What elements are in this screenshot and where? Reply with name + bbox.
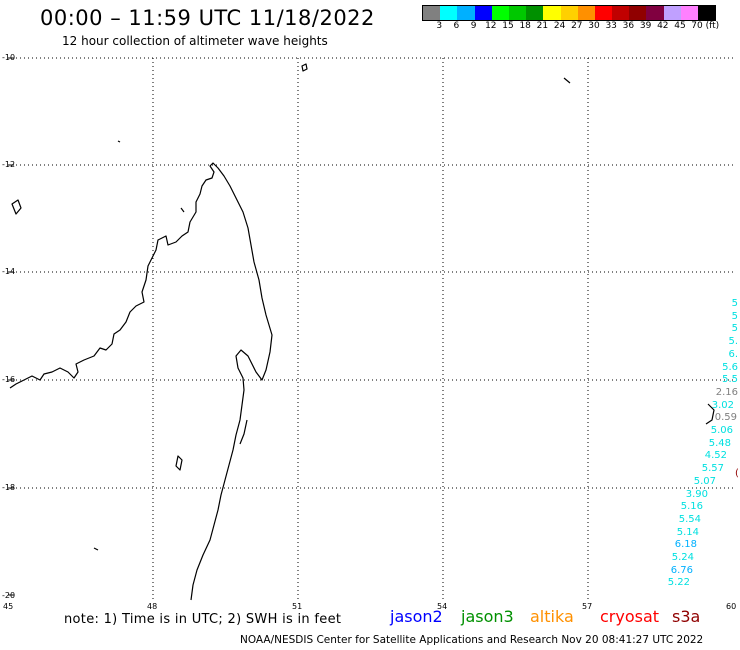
color-swatch — [508, 6, 527, 20]
page-title: 00:00 – 11:59 UTC 11/18/2022 — [40, 6, 375, 30]
color-scale-labels: 3 6 9 12 15 18 21 24 27 30 33 36 39 42 45 70 (ft) — [422, 21, 732, 35]
lat-label: -18 — [2, 483, 16, 492]
color-scale-label: 45 — [674, 21, 686, 31]
color-scale-label: 15 — [502, 21, 514, 31]
color-swatch — [629, 6, 647, 20]
color-scale-label: 12 — [485, 21, 497, 31]
wave-height-value: 5.57 — [701, 463, 724, 475]
color-swatch — [423, 6, 441, 20]
islet-5 — [93, 547, 99, 551]
lon-label: 51 — [292, 602, 303, 611]
color-swatch — [646, 6, 664, 20]
color-scale-label: 3 — [436, 21, 443, 31]
color-swatch — [663, 6, 681, 20]
islet-6 — [705, 403, 715, 425]
color-swatch — [560, 6, 578, 20]
wave-height-value: 5.48 — [708, 437, 731, 449]
color-swatch — [491, 6, 509, 20]
color-scale-label: 30 — [588, 21, 600, 31]
credit-line: NOAA/NESDIS Center for Satellite Applica… — [240, 634, 704, 646]
islet-1 — [563, 77, 571, 84]
axis-ticks — [8, 57, 14, 596]
madagascar-coastline — [9, 162, 273, 601]
lon-label: 57 — [582, 602, 593, 611]
cryosat-track-marker: ( — [735, 468, 739, 479]
color-swatch — [543, 6, 561, 20]
legend-entry-cryosat: cryosat — [600, 607, 660, 626]
wave-height-value: 4.52 — [704, 450, 727, 462]
lon-label: 60 — [726, 602, 737, 611]
color-scale-label: 6 — [453, 21, 460, 31]
wave-height-value: 5.24 — [671, 552, 694, 563]
color-scale-label: 39 — [639, 21, 652, 31]
wave-height-value: 5 — [731, 323, 738, 335]
lat-label: -16 — [2, 375, 16, 384]
color-scale-bar — [422, 5, 717, 21]
wave-height-value: 5.22 — [667, 577, 690, 589]
color-scale-label: 42 — [657, 21, 669, 31]
wave-height-value: 5 — [731, 310, 738, 322]
islet-3 — [175, 455, 183, 471]
lon-label: 45 — [3, 602, 14, 611]
wave-height-value: 6.76 — [670, 564, 693, 576]
color-scale-label: 27 — [571, 21, 583, 31]
color-scale-label: 21 — [536, 21, 549, 31]
wave-height-value: 6.18 — [674, 539, 697, 551]
color-scale-label: 33 — [605, 21, 617, 31]
wave-height-value: 5.14 — [676, 526, 699, 538]
wave-height-value: 5.06 — [710, 425, 733, 436]
wave-height-value: 5.54 — [678, 513, 701, 525]
page-subtitle: 12 hour collection of altimeter wave hei… — [62, 34, 328, 48]
lat-label: -10 — [2, 53, 16, 62]
lon-label: 54 — [437, 602, 448, 611]
wave-height-value: 5.16 — [680, 501, 703, 513]
wave-height-value: 3.90 — [685, 488, 708, 500]
islet-4 — [239, 419, 248, 445]
legend-entry-jason3: jason3 — [461, 607, 514, 626]
wave-height-value: 2.16 — [715, 386, 738, 398]
wave-height-value: 5 — [731, 298, 738, 309]
color-scale-label: 24 — [553, 21, 566, 31]
color-swatch — [440, 6, 458, 20]
color-swatch — [457, 6, 475, 20]
color-swatch — [698, 6, 716, 20]
nosy-be-island — [301, 63, 308, 72]
footer-note: note: 1) Time is in UTC; 2) SWH is in fe… — [64, 612, 342, 627]
wave-height-value: 5.6 — [722, 361, 738, 373]
wave-height-value: 5.07 — [693, 475, 716, 487]
wave-height-value: 5.5 — [722, 374, 738, 386]
islet-7 — [117, 140, 121, 143]
wave-height-value: 6. — [728, 348, 738, 360]
small-island — [11, 199, 22, 215]
legend-entry-jason2: jason2 — [390, 607, 443, 626]
color-swatch — [612, 6, 630, 20]
wave-height-value: 0.59 — [714, 412, 737, 424]
legend-entry-s3a: s3a — [672, 607, 701, 626]
lat-label: -14 — [2, 267, 16, 276]
grid-lines — [8, 57, 733, 600]
color-scale-label: 18 — [519, 21, 531, 31]
lat-label: -12 — [2, 160, 16, 169]
color-swatch — [680, 6, 698, 20]
color-scale-label: 9 — [470, 21, 477, 31]
islet-2 — [180, 207, 185, 213]
color-scale-label: 36 — [622, 21, 635, 31]
color-swatch — [577, 6, 595, 20]
coastline — [9, 63, 715, 601]
color-scale-label: 70 (ft) — [691, 21, 720, 31]
lat-label: -20 — [2, 591, 16, 600]
color-swatch — [594, 6, 613, 20]
wave-height-value: 5. — [728, 336, 738, 348]
wave-height-value: 3.02 — [711, 399, 734, 411]
legend-entry-altika: altika — [530, 607, 574, 626]
color-swatch — [474, 6, 492, 20]
color-swatch — [526, 6, 544, 20]
lon-label: 48 — [147, 602, 158, 611]
